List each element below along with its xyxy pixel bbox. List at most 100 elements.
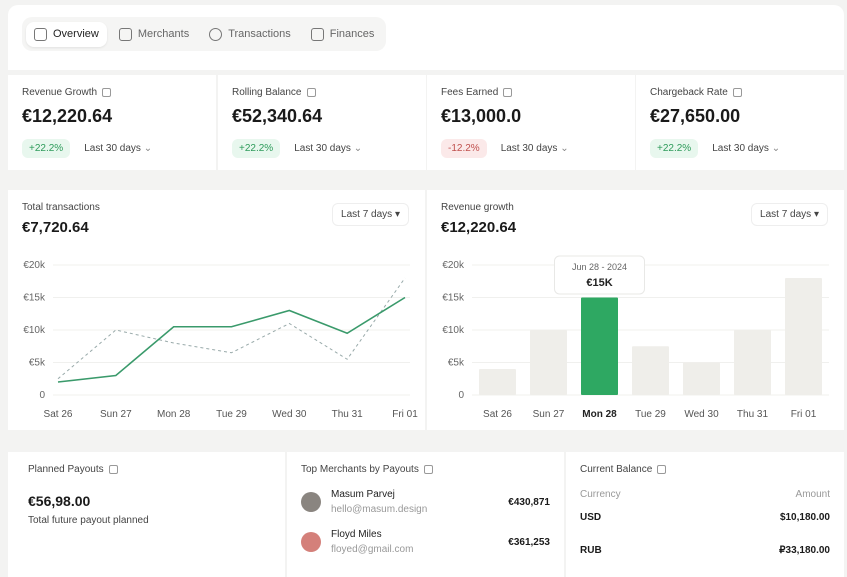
x-tick-label: Mon 28 xyxy=(582,409,617,420)
x-tick-label: Thu 31 xyxy=(332,409,364,420)
change-badge: +22.2% xyxy=(22,139,71,158)
kpi-label: Fees Earned xyxy=(441,87,621,98)
card-title: Planned Payouts xyxy=(28,464,265,475)
kpi-title: Chargeback Rate xyxy=(650,87,728,98)
tab-merchants[interactable]: Merchants xyxy=(111,22,197,47)
avatar xyxy=(301,492,321,512)
period-label: Last 30 days xyxy=(712,143,769,154)
period-select[interactable]: Last 30 days ⌄ xyxy=(294,143,362,154)
grid-icon xyxy=(34,27,47,41)
tab-label: Transactions xyxy=(228,28,291,40)
change-badge: +22.2% xyxy=(232,139,281,158)
y-tick-label: 0 xyxy=(458,390,464,401)
bar xyxy=(479,369,516,395)
external-link-icon[interactable] xyxy=(108,465,118,474)
nav-tabs: Overview Merchants Transactions Finances xyxy=(22,17,387,51)
kpi-label: Rolling Balance xyxy=(232,87,412,98)
x-tick-label: Wed 30 xyxy=(272,409,307,420)
payout-caption: Total future payout planned xyxy=(28,515,149,526)
y-tick-label: €20k xyxy=(23,260,46,271)
chart-total: €7,720.64 xyxy=(22,219,89,236)
bar xyxy=(530,330,567,395)
title-text: Planned Payouts xyxy=(28,464,104,475)
kpi-card: Chargeback Rate €27,650.00 +22.2% Last 30… xyxy=(636,75,844,170)
y-tick-label: 0 xyxy=(39,390,45,401)
kpi-card: Revenue Growth €12,220.64 +22.2% Last 30 … xyxy=(8,75,216,170)
revenue-growth-card: Revenue growth €12,220.64 Last 7 days ▾ … xyxy=(427,190,844,430)
period-select[interactable]: Last 7 days ▾ xyxy=(332,203,409,226)
card-title: Current Balance xyxy=(580,464,830,475)
merchant-name: Masum Parvej xyxy=(331,489,395,500)
y-tick-label: €5k xyxy=(448,358,465,369)
period-select[interactable]: Last 7 days ▾ xyxy=(751,203,828,226)
kpi-label: Chargeback Rate xyxy=(650,87,830,98)
x-tick-label: Fri 01 xyxy=(392,409,418,420)
history-icon xyxy=(209,27,223,41)
title-text: Top Merchants by Payouts xyxy=(301,464,419,475)
x-tick-label: Sun 27 xyxy=(100,409,132,420)
balance-row: USD $10,180.00 xyxy=(580,512,830,523)
external-link-icon[interactable] xyxy=(657,465,667,474)
x-tick-label: Sat 26 xyxy=(483,409,512,420)
wallet-icon xyxy=(310,27,324,41)
tab-label: Finances xyxy=(329,28,375,40)
kpi-value: €12,220.64 xyxy=(22,106,113,126)
x-tick-label: Wed 30 xyxy=(684,409,719,420)
period-label: Last 30 days xyxy=(84,143,141,154)
period-label: Last 30 days xyxy=(500,143,558,154)
merchant-row[interactable]: Masum Parvej hello@masum.design €430,871 xyxy=(301,489,550,515)
store-icon xyxy=(118,27,132,41)
y-tick-label: €5k xyxy=(29,358,46,369)
kpi-card: Fees Earned €13,000.0 -12.2% Last 30 days… xyxy=(427,75,635,170)
x-tick-label: Mon 28 xyxy=(157,409,191,420)
tab-label: Overview xyxy=(53,28,99,40)
bar xyxy=(632,346,669,395)
merchant-amount: €430,871 xyxy=(508,496,550,508)
period-label: Last 7 days xyxy=(341,209,393,220)
column-header: Currency xyxy=(580,489,621,500)
external-link-icon[interactable] xyxy=(306,88,316,97)
period-select[interactable]: Last 30 days ⌄ xyxy=(501,143,569,154)
period-label: Last 7 days xyxy=(760,209,812,220)
period-select[interactable]: Last 30 days ⌄ xyxy=(712,143,780,154)
change-badge: -12.2% xyxy=(441,139,487,158)
chart-title: Total transactions xyxy=(22,202,100,213)
external-link-icon[interactable] xyxy=(732,88,742,97)
kpi-value: €27,650.00 xyxy=(650,106,741,126)
title-text: Current Balance xyxy=(580,464,653,475)
kpi-title: Rolling Balance xyxy=(232,87,302,98)
top-merchants-card: Top Merchants by Payouts Masum Parvej hel… xyxy=(287,452,564,577)
merchant-row[interactable]: Floyd Miles floyed@gmail.com €361,253 xyxy=(301,529,550,555)
avatar xyxy=(301,532,321,552)
tooltip-date: Jun 28 - 2024 xyxy=(572,262,627,272)
external-link-icon[interactable] xyxy=(503,88,513,97)
period-select[interactable]: Last 30 days ⌄ xyxy=(84,143,152,154)
period-label: Last 30 days xyxy=(294,143,351,154)
tab-label: Merchants xyxy=(137,28,190,40)
series-line-previous xyxy=(57,277,406,380)
column-header: Amount xyxy=(795,489,830,500)
bar xyxy=(734,330,771,395)
y-tick-label: €20k xyxy=(442,260,465,271)
chevron-down-icon: ⌄ xyxy=(560,143,569,154)
external-link-icon[interactable] xyxy=(423,465,433,474)
y-tick-label: €10k xyxy=(442,325,465,336)
payout-value: €56,98.00 xyxy=(28,493,91,509)
x-tick-label: Sun 27 xyxy=(533,409,565,420)
line-chart: 0 €5k €10k €15k €20k Sat 26 Sun 27 Mon 28 Tue 29… xyxy=(23,260,418,420)
tab-finances[interactable]: Finances xyxy=(303,22,383,47)
y-tick-label: €15k xyxy=(23,293,46,304)
merchant-email: floyed@gmail.com xyxy=(331,544,414,555)
chart-title: Revenue growth xyxy=(441,202,514,213)
bar xyxy=(683,362,720,395)
x-tick-label: Tue 29 xyxy=(216,409,247,420)
tab-overview[interactable]: Overview xyxy=(26,21,107,47)
y-tick-label: €10k xyxy=(23,325,46,336)
external-link-icon[interactable] xyxy=(102,88,112,97)
balance-row: RUB ₽33,180.00 xyxy=(580,545,830,556)
chevron-down-icon: ⌄ xyxy=(353,143,363,154)
kpi-value: €52,340.64 xyxy=(232,106,323,126)
total-transactions-card: Total transactions €7,720.64 Last 7 days… xyxy=(8,190,425,430)
merchant-name: Floyd Miles xyxy=(331,529,382,540)
tab-transactions[interactable]: Transactions xyxy=(201,22,299,47)
